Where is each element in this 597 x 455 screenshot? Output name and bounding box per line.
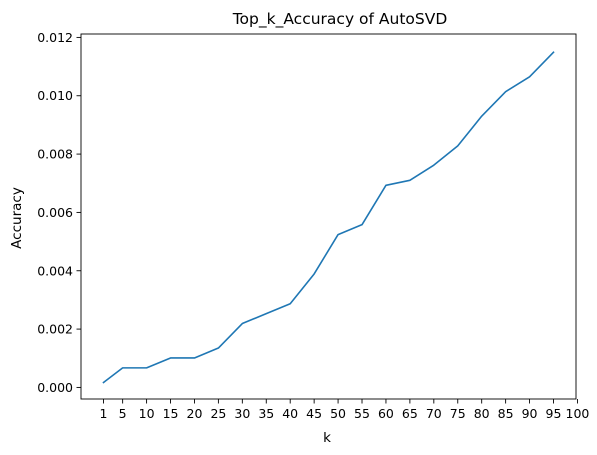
- x-tick-label: 5: [119, 406, 127, 421]
- y-tick-label: 0.002: [37, 322, 73, 337]
- x-tick-label: 1: [100, 406, 108, 421]
- y-tick-label: 0.006: [37, 205, 73, 220]
- plot-area: 1 5 10 15 20 25 30 35 40 45 50 55 60 65 70 75 80 85 90 95 10…: [37, 30, 589, 421]
- y-tick-label: 0.008: [37, 147, 73, 162]
- x-tick-label: 65: [402, 406, 418, 421]
- plot-frame: [80, 33, 577, 400]
- x-tick-label: 15: [163, 406, 179, 421]
- x-tick-label: 55: [354, 406, 370, 421]
- x-tick-label: 85: [498, 406, 514, 421]
- x-tick-label: 95: [546, 406, 562, 421]
- y-axis-title: Accuracy: [9, 187, 25, 249]
- x-tick-label: 20: [187, 406, 203, 421]
- x-tick-label: 10: [139, 406, 155, 421]
- series-line: [102, 51, 555, 384]
- x-tick-label: 75: [450, 406, 466, 421]
- y-tick-label: 0.004: [37, 263, 73, 278]
- y-tick-label: 0.010: [37, 88, 73, 103]
- x-tick-label: 35: [258, 406, 274, 421]
- x-tick-label: 25: [210, 406, 226, 421]
- x-tick-label: 30: [234, 406, 250, 421]
- y-tick-label: 0.012: [37, 30, 73, 45]
- x-tick-label: 50: [330, 406, 346, 421]
- x-tick-label: 70: [426, 406, 442, 421]
- x-tick-label: 90: [522, 406, 538, 421]
- x-tick-label: 40: [282, 406, 298, 421]
- x-tick-label: 60: [378, 406, 394, 421]
- chart-title: Top_k_Accuracy of AutoSVD: [232, 10, 448, 29]
- x-tick-label: 80: [474, 406, 490, 421]
- x-tick-label: 45: [306, 406, 322, 421]
- x-axis-title: k: [323, 430, 331, 446]
- x-tick-label: 100: [566, 406, 590, 421]
- y-tick-label: 0.000: [37, 380, 73, 395]
